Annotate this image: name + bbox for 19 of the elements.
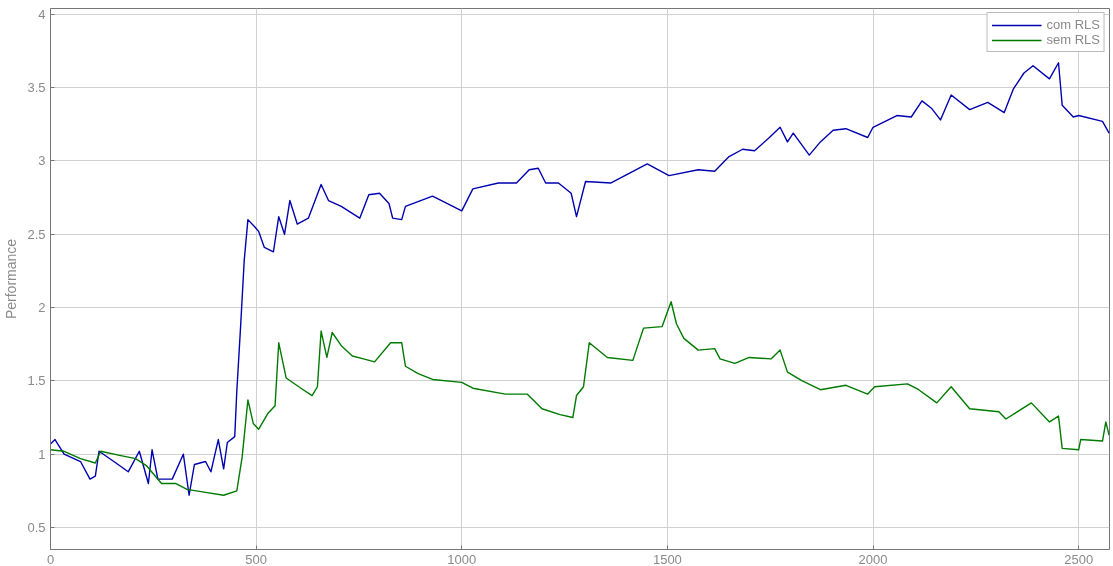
y-tick-label: 3 bbox=[38, 153, 46, 169]
line-series bbox=[50, 301, 1110, 496]
y-tick-label: 4 bbox=[38, 6, 46, 22]
line-series bbox=[50, 62, 1110, 496]
x-tick-label: 1000 bbox=[447, 551, 477, 566]
y-tick-label: 2 bbox=[38, 300, 46, 316]
y-tick-label: 1.5 bbox=[27, 373, 46, 389]
x-tick-label: 2500 bbox=[1064, 551, 1094, 566]
x-tick-label: 1500 bbox=[652, 551, 682, 566]
x-tick-label: 500 bbox=[245, 551, 267, 566]
legend-label: sem RLS bbox=[1046, 32, 1100, 47]
x-tick-label: 0 bbox=[46, 551, 55, 566]
y-tick-label: 2.5 bbox=[27, 226, 46, 242]
legend-label: com RLS bbox=[1046, 17, 1100, 32]
x-tick-label: 2000 bbox=[858, 551, 888, 566]
y-axis-title: Performance bbox=[3, 238, 20, 320]
y-tick-label: 0.5 bbox=[27, 520, 46, 536]
y-tick-label: 1 bbox=[38, 446, 46, 462]
y-tick-label: 3.5 bbox=[27, 80, 46, 96]
